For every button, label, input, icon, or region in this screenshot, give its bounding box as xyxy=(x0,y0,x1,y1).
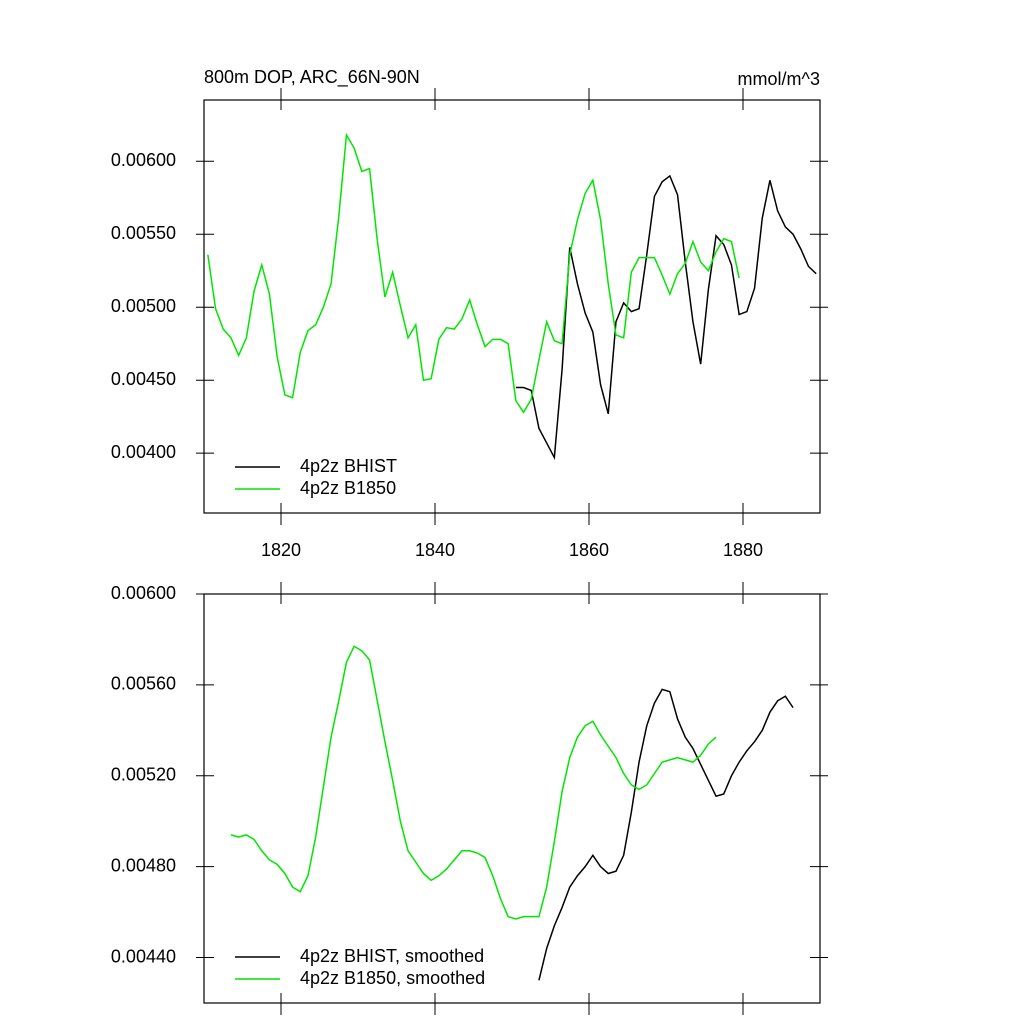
y-tick-label: 0.00500 xyxy=(111,296,176,316)
y-tick-label: 0.00520 xyxy=(111,765,176,785)
x-tick-label: 1820 xyxy=(261,540,301,560)
plot-frame xyxy=(203,99,821,514)
legend-label: 4p2z B1850, smoothed xyxy=(300,968,485,988)
series-line xyxy=(538,688,794,981)
x-tick-label: 1860 xyxy=(569,540,609,560)
y-tick-label: 0.00400 xyxy=(111,442,176,462)
units-label: mmol/m^3 xyxy=(738,69,820,89)
y-tick-label: 0.00480 xyxy=(111,855,176,875)
y-tick-label: 0.00450 xyxy=(111,369,176,389)
plot-frame xyxy=(203,593,821,1004)
series-line xyxy=(515,174,817,461)
y-tick-label: 0.00550 xyxy=(111,223,176,243)
x-tick-label: 1840 xyxy=(415,540,455,560)
legend-label: 4p2z B1850 xyxy=(300,478,396,498)
series-line xyxy=(207,132,740,414)
y-tick-label: 0.00600 xyxy=(111,583,176,603)
y-tick-label: 0.00600 xyxy=(111,150,176,170)
legend-label: 4p2z BHIST, smoothed xyxy=(300,946,484,966)
legend-label: 4p2z BHIST xyxy=(300,456,397,476)
chart-title: 800m DOP, ARC_66N-90N xyxy=(204,67,420,88)
x-tick-label: 1880 xyxy=(723,540,763,560)
y-tick-label: 0.00440 xyxy=(111,946,176,966)
series-line xyxy=(230,645,717,920)
y-tick-label: 0.00560 xyxy=(111,674,176,694)
